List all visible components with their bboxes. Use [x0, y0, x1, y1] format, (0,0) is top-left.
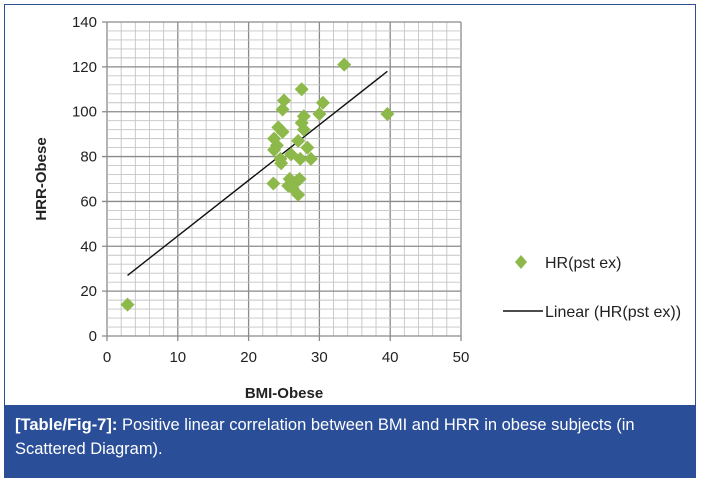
x-tick-label: 30: [311, 349, 328, 366]
data-point: [275, 124, 290, 139]
y-tick-label: 120: [72, 59, 97, 76]
data-point: [296, 122, 311, 137]
y-tick-label: 20: [80, 283, 97, 300]
data-point: [293, 151, 308, 166]
data-point: [271, 120, 286, 135]
y-tick-label: 140: [72, 14, 97, 31]
x-axis-label: BMI-Obese: [245, 385, 323, 402]
data-point: [380, 106, 395, 121]
data-point: [294, 82, 309, 97]
data-point: [275, 102, 290, 117]
y-tick-label: 40: [80, 238, 97, 255]
grid: [102, 21, 462, 341]
caption-label: [Table/Fig-7]:: [15, 416, 118, 434]
data-point: [274, 156, 289, 171]
data-point: [337, 57, 352, 72]
x-tick-label: 50: [453, 349, 470, 366]
legend-label-series: HR(pst ex): [545, 255, 621, 272]
legend-diamond-icon: [515, 255, 527, 269]
figure-frame: [4, 4, 696, 478]
x-tick-label: 0: [103, 349, 111, 366]
data-point: [266, 176, 281, 191]
data-point: [300, 140, 315, 155]
data-point: [291, 133, 306, 148]
y-tick-label: 60: [80, 193, 97, 210]
legend-label-trend: Linear (HR(pst ex)): [545, 304, 681, 321]
data-point: [312, 106, 327, 121]
caption-text: Positive linear correlation between BMI …: [15, 416, 635, 458]
x-tick-label: 40: [382, 349, 399, 366]
data-point: [292, 172, 307, 186]
data-point: [277, 93, 291, 108]
y-tick-label: 80: [80, 149, 97, 166]
x-tick-label: 20: [240, 349, 257, 366]
x-tick-label: 10: [169, 349, 186, 366]
y-tick-label: 0: [89, 328, 97, 345]
data-points: [120, 57, 395, 312]
data-point: [303, 151, 318, 166]
tick-labels: 0 10 20 30 40 50 0 20 40 60 80 100 120 140: [72, 14, 469, 366]
data-point: [285, 180, 300, 195]
data-point: [267, 142, 282, 157]
trend-line: [127, 70, 388, 276]
data-point: [120, 297, 135, 312]
figure-caption: [Table/Fig-7]: Positive linear correlati…: [5, 405, 696, 478]
y-axis-label: HRR-Obese: [33, 137, 50, 220]
data-point: [315, 95, 330, 110]
legend: HR(pst ex) Linear (HR(pst ex)): [503, 255, 681, 321]
y-tick-label: 100: [72, 104, 97, 121]
